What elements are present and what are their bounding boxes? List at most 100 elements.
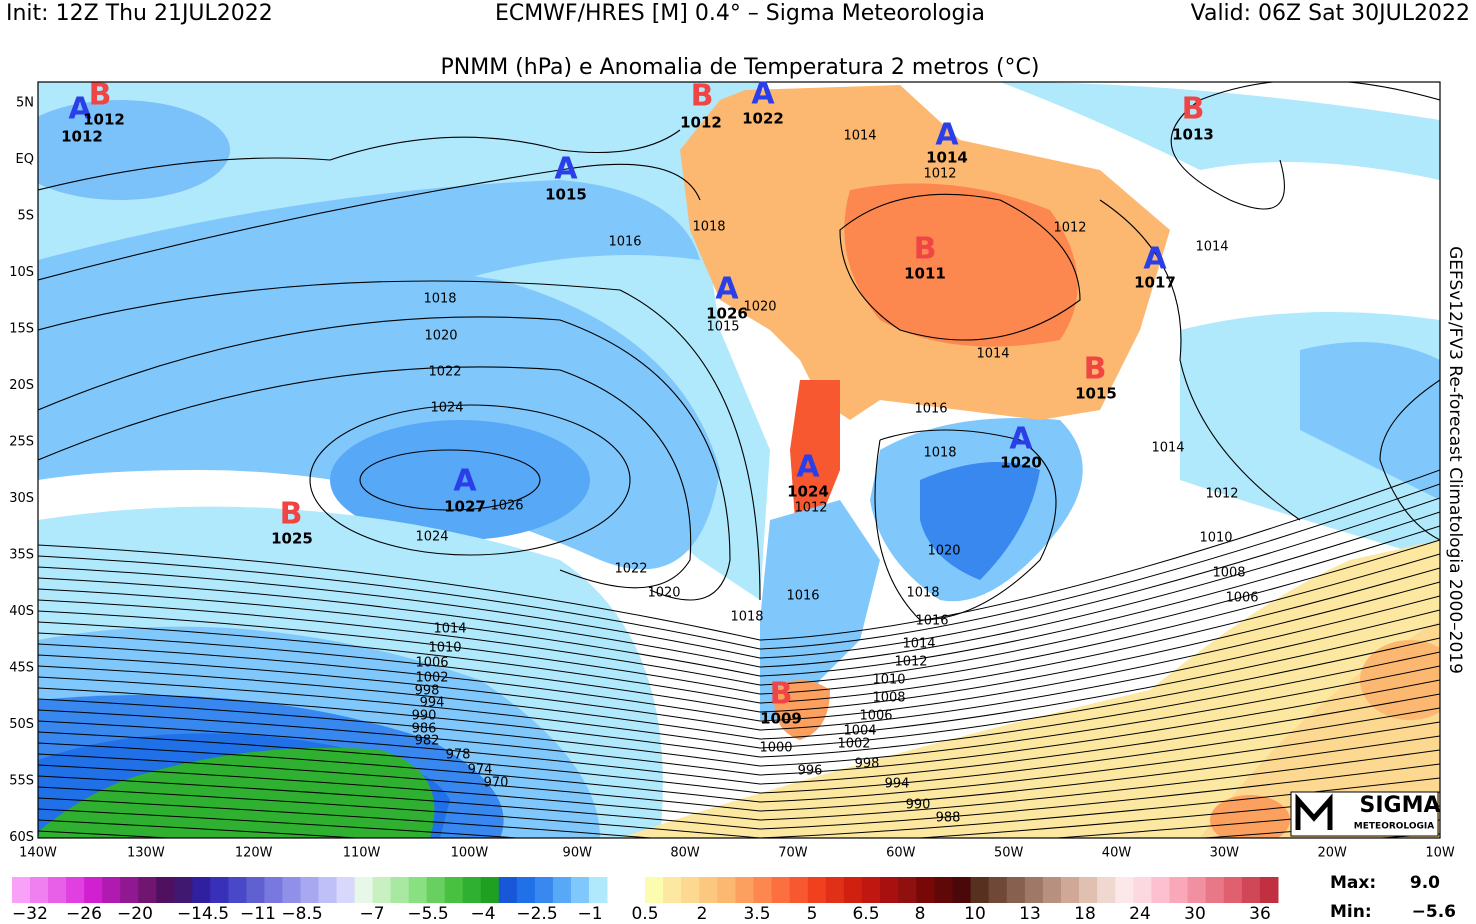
isobar-label: 1018	[923, 446, 956, 461]
colorbar-swatch	[246, 877, 265, 903]
colorbar-swatch	[681, 877, 700, 903]
isobar-label: 1016	[608, 235, 641, 250]
isobar-label: 1004	[843, 724, 876, 739]
isobar-label: 1010	[872, 673, 905, 688]
min-value: −5.6	[1412, 902, 1456, 922]
colorbar-swatch	[807, 877, 827, 903]
colorbar-swatch	[1259, 877, 1279, 903]
isobar-label: 1006	[415, 656, 448, 671]
isobar	[38, 693, 1440, 785]
lat-label: 25S	[9, 435, 34, 450]
isobar-label: 1018	[906, 586, 939, 601]
colorbar-swatch	[588, 877, 608, 903]
lon-label: 90W	[563, 846, 593, 861]
lon-label: 110W	[343, 846, 381, 861]
colorbar-swatch	[570, 877, 590, 903]
lon-label: 50W	[994, 846, 1024, 861]
colorbar-swatch	[48, 877, 67, 903]
colorbar-swatch	[1151, 877, 1170, 903]
center-value: 1014	[926, 149, 968, 167]
colorbar-swatch	[1115, 877, 1134, 903]
isobar	[38, 651, 1440, 758]
isobar	[38, 805, 1440, 838]
isobar-label: 1008	[872, 691, 905, 706]
isobar-label: 1026	[490, 499, 523, 514]
lon-label: 130W	[127, 846, 165, 861]
isobar	[38, 721, 1440, 803]
colorbar-label: −11	[240, 904, 276, 924]
isobar	[38, 749, 1440, 821]
colorbar-label: 36	[1249, 904, 1271, 924]
colorbar-swatch	[1205, 877, 1225, 903]
isobar-label: 1016	[915, 614, 948, 629]
center-value: 1020	[1000, 454, 1042, 472]
isobar	[38, 567, 1440, 704]
colorbar-swatch	[372, 877, 392, 903]
colorbar-swatch	[898, 877, 917, 903]
isobar	[38, 511, 1440, 668]
isobar-label: 978	[446, 748, 471, 763]
center-letter: B	[1182, 92, 1205, 127]
colorbar-swatch	[426, 877, 446, 903]
center-letter: A	[796, 450, 820, 485]
lat-label: 5S	[17, 209, 34, 224]
logo-sub: METEOROLOGIA	[1354, 822, 1434, 832]
isobar-label: 1014	[1195, 240, 1228, 255]
colorbar-swatch	[84, 877, 103, 903]
lon-label: 120W	[235, 846, 273, 861]
center-letter: B	[914, 232, 937, 267]
center-letter: B	[280, 497, 303, 532]
colorbar-label: −32	[12, 904, 48, 924]
colorbar-swatch	[934, 877, 953, 903]
lon-label: 10W	[1425, 846, 1455, 861]
colorbar-label: −26	[66, 904, 102, 924]
colorbar-swatch	[789, 877, 809, 903]
lat-label: 10S	[9, 265, 34, 280]
colorbar-swatch	[480, 877, 500, 903]
center-value: 1012	[83, 111, 125, 129]
colorbar-swatch	[1133, 877, 1152, 903]
isobar	[38, 469, 1440, 641]
isobar	[38, 637, 1440, 749]
logo: SIGMA METEOROLOGIA	[1290, 791, 1441, 837]
colorbar-swatch	[717, 877, 736, 903]
center-value: 1026	[706, 305, 748, 323]
colorbar-swatch	[1060, 877, 1080, 903]
isobar-label: 1010	[428, 641, 461, 656]
isobar-label: 1014	[843, 129, 876, 144]
colorbar-swatch	[336, 877, 356, 903]
colorbar-swatch	[228, 877, 247, 903]
colorbar-label: −2.5	[516, 904, 557, 924]
isobar-label: 1012	[794, 501, 827, 516]
isobar-label: 1022	[428, 365, 461, 380]
lat-label: EQ	[16, 152, 34, 167]
center-letter: B	[1084, 352, 1107, 387]
center-letter: A	[751, 77, 775, 112]
colorbar-swatch	[1042, 877, 1062, 903]
colorbar-swatch	[753, 877, 773, 903]
colorbar-swatch	[192, 877, 211, 903]
isobar	[38, 665, 1440, 767]
lat-label: 30S	[9, 491, 34, 506]
isobar-label: 1018	[730, 610, 763, 625]
colorbar-label: −8.5	[281, 904, 322, 924]
map-title: PNMM (hPa) e Anomalia de Temperatura 2 m…	[441, 55, 1040, 80]
isobar-label: 982	[415, 734, 440, 749]
center-value: 1009	[760, 710, 802, 728]
colorbar-swatch	[552, 877, 572, 903]
lon-label: 20W	[1317, 846, 1347, 861]
colorbar-label: 6.5	[852, 904, 879, 924]
isobar-label: 1014	[1151, 441, 1184, 456]
colorbar-label: −14.5	[177, 904, 229, 924]
colorbar-label: −20	[117, 904, 153, 924]
isobar-label: 1006	[859, 709, 892, 724]
colorbar-swatch	[408, 877, 428, 903]
colorbar-swatch	[210, 877, 229, 903]
colorbar-swatch	[30, 877, 49, 903]
isobar-label: 974	[468, 763, 493, 778]
isobar-label: 1012	[1053, 221, 1086, 236]
isobar-label: 998	[855, 757, 880, 772]
isobar-label: 1024	[415, 530, 448, 545]
lon-label: 80W	[670, 846, 700, 861]
isobar-label: 1000	[759, 741, 792, 756]
